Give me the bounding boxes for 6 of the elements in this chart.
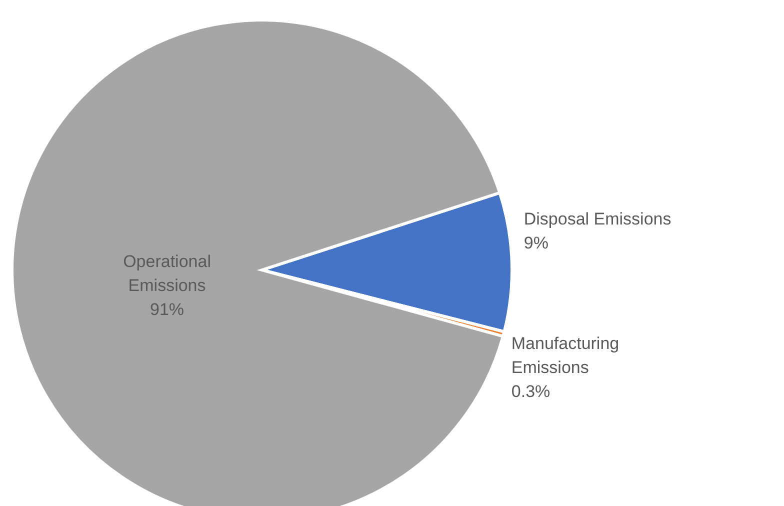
data-label: 91% [150, 300, 184, 320]
data-label: 0.3% [511, 382, 550, 402]
slice-label: Operational Emissions [123, 252, 211, 296]
slice-label: Disposal Emissions [524, 210, 672, 229]
slice-label: Manufacturing Emissions [511, 334, 620, 378]
data-label: 9% [524, 234, 548, 253]
